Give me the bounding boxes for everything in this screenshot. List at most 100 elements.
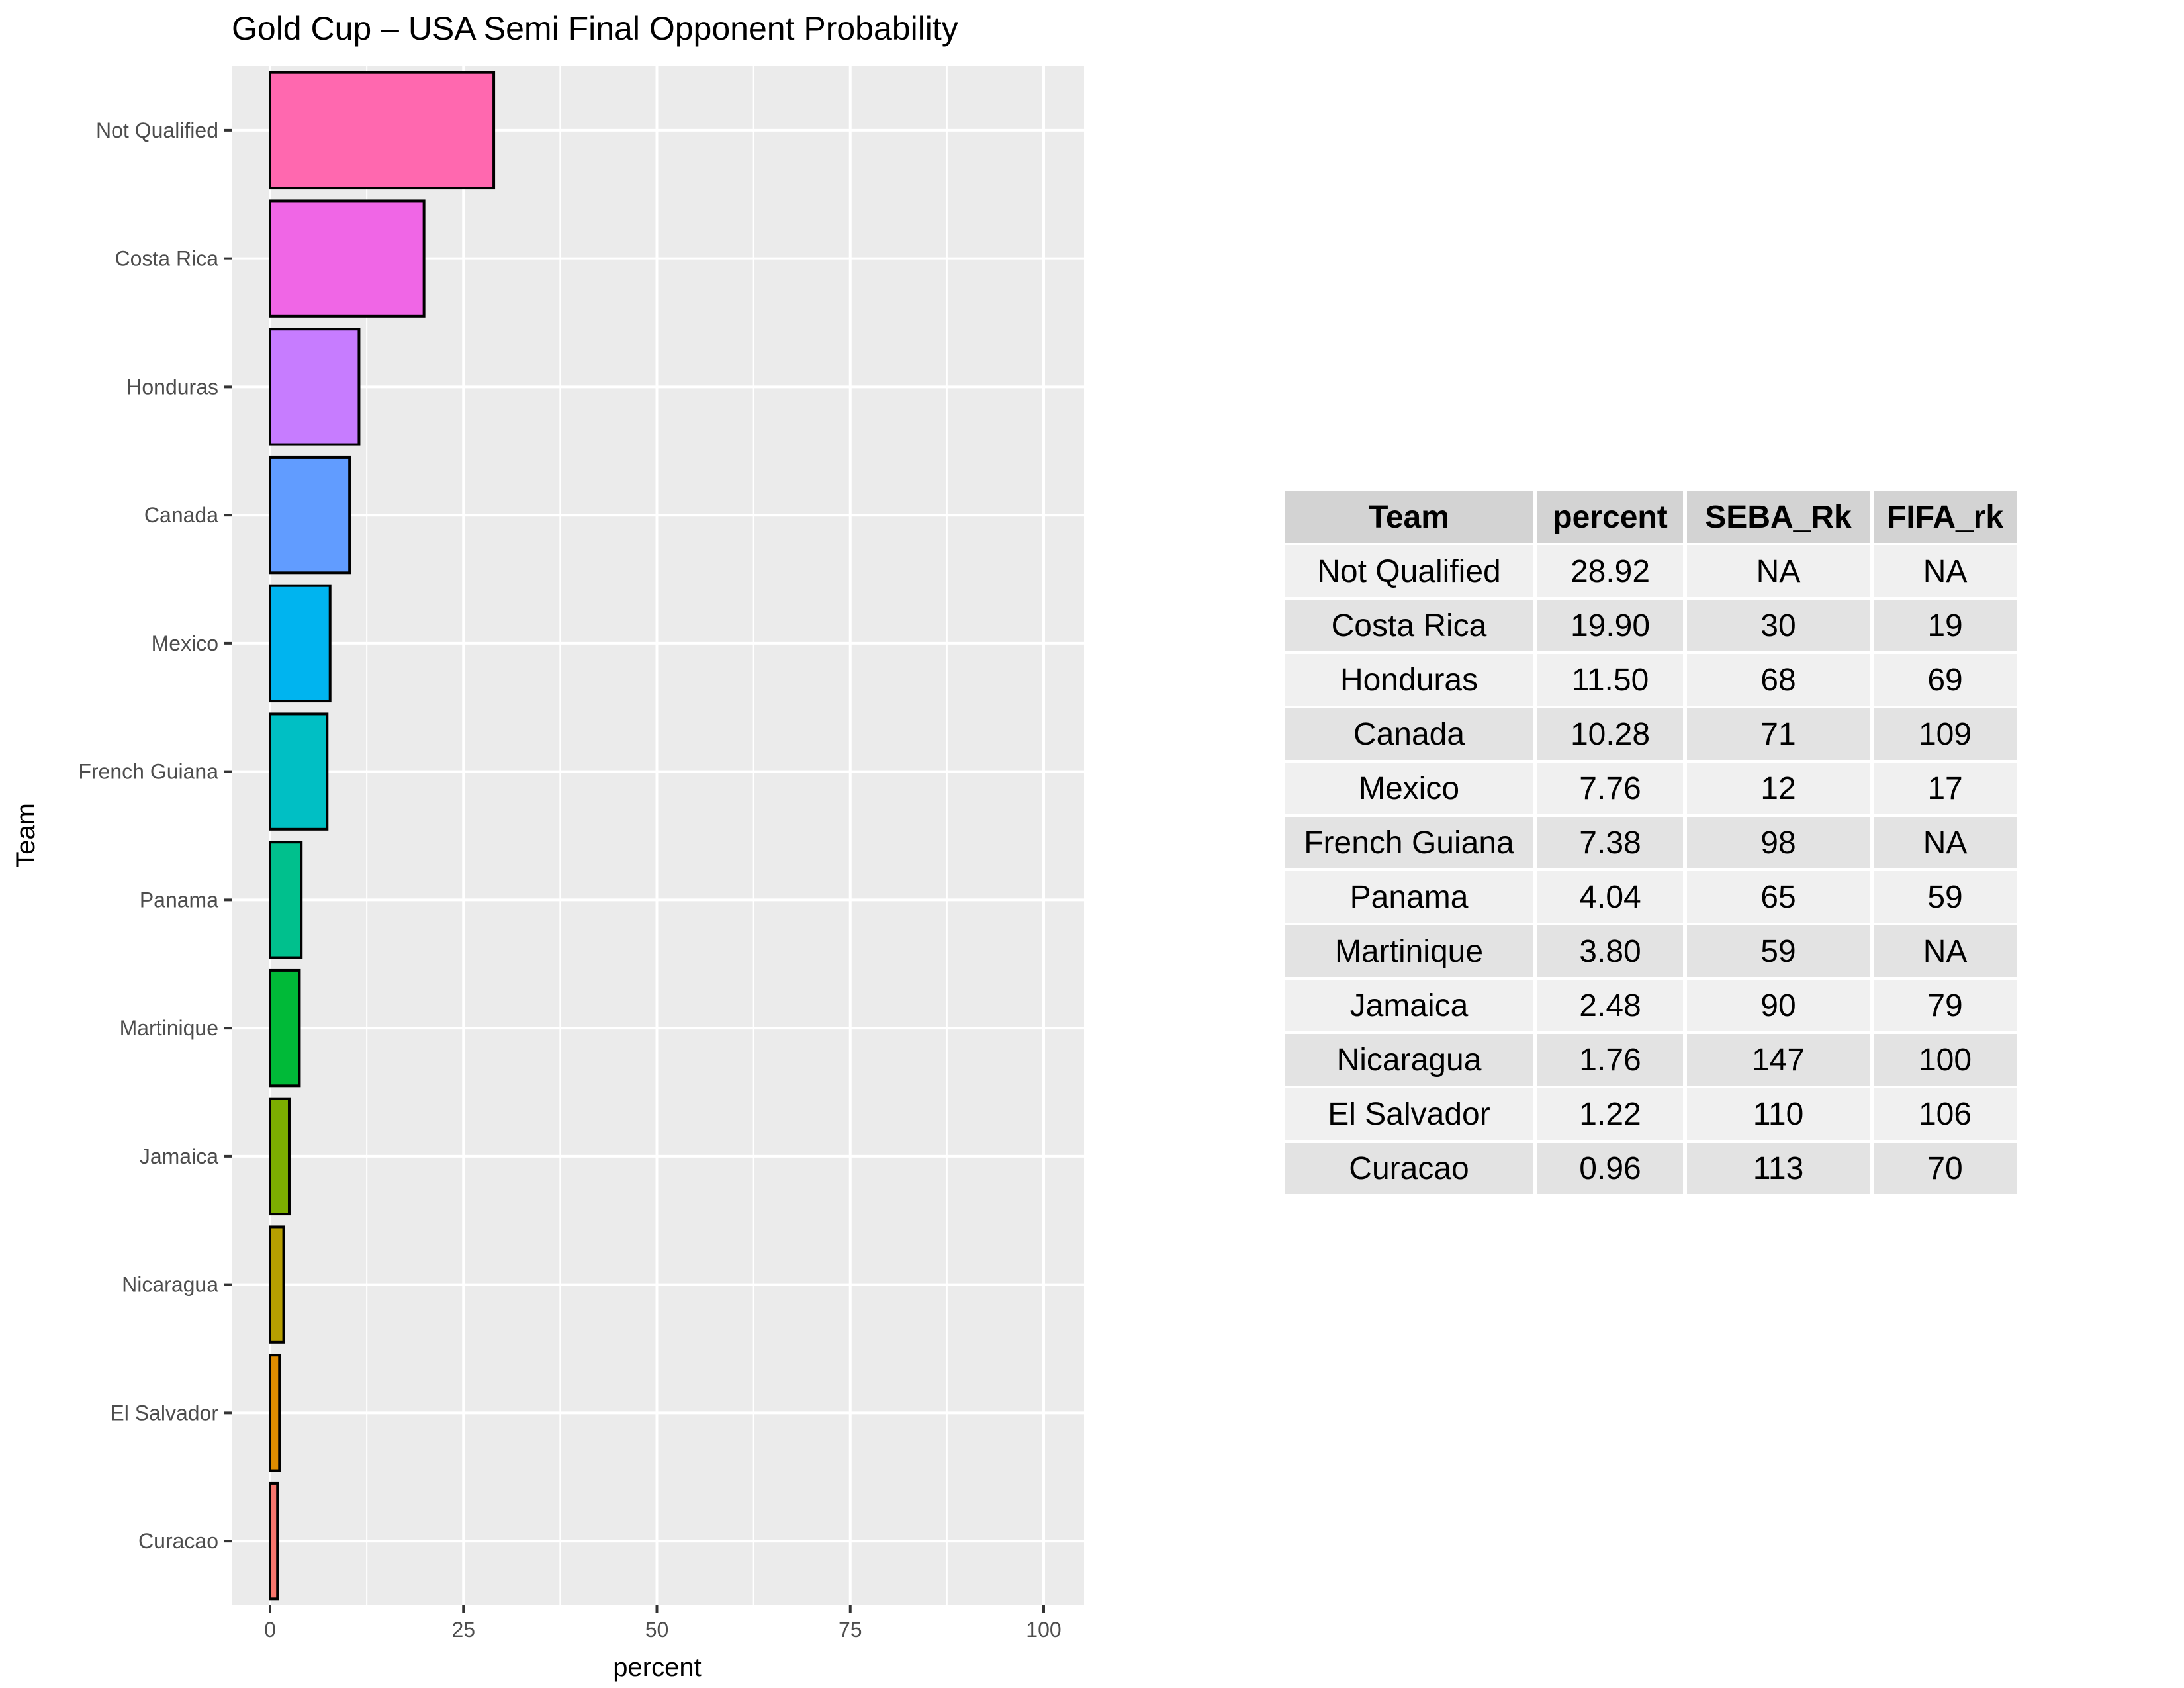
table-cell-fifa-rk: 70 [1874,1143,2017,1194]
y-tick-label: Mexico [152,632,218,655]
bar-mexico [269,584,332,703]
table-cell-fifa-rk: 79 [1874,980,2017,1031]
bar-curacao [269,1481,279,1601]
table-cell-percent: 3.80 [1537,925,1683,977]
y-tick-label: Honduras [126,375,218,399]
bar-honduras [269,328,361,446]
table-row: Martinique 3.80 59 NA [1285,925,2017,977]
table-row: Panama 4.04 65 59 [1285,871,2017,923]
table-row: El Salvador 1.22 110 106 [1285,1088,2017,1140]
bar-jamaica [269,1097,291,1216]
y-tick-label: Martinique [120,1016,218,1040]
table-cell-fifa-rk: NA [1874,925,2017,977]
bar-martinique [269,968,301,1088]
table-row: Canada 10.28 71 109 [1285,708,2017,760]
x-tick-label: 0 [264,1618,276,1642]
bar-nicaragua [269,1225,285,1344]
table-cell-fifa-rk: 69 [1874,654,2017,706]
x-tick-label: 50 [645,1618,669,1642]
table-cell-seba-rk: 30 [1687,600,1870,651]
table-cell-seba-rk: 68 [1687,654,1870,706]
table-cell-percent: 1.22 [1537,1088,1683,1140]
bar-costa-rica [269,199,426,318]
table-cell-team: Costa Rica [1285,600,1533,651]
table-row: Nicaragua 1.76 147 100 [1285,1034,2017,1086]
table-cell-fifa-rk: NA [1874,545,2017,597]
x-axis-title: percent [613,1653,701,1682]
table-row: Mexico 7.76 12 17 [1285,763,2017,814]
table-cell-fifa-rk: 19 [1874,600,2017,651]
table-cell-percent: 2.48 [1537,980,1683,1031]
table-header-seba-rk: SEBA_Rk [1687,491,1870,543]
y-tick-label: Costa Rica [115,247,219,271]
y-tick-label: Nicaragua [122,1273,218,1297]
table-row: French Guiana 7.38 98 NA [1285,817,2017,868]
x-tick-label: 75 [839,1618,862,1642]
x-tick-label: 25 [451,1618,475,1642]
table-cell-fifa-rk: NA [1874,817,2017,868]
table-cell-fifa-rk: 59 [1874,871,2017,923]
bar-panama [269,841,303,959]
table-header-fifa-rk: FIFA_rk [1874,491,2017,543]
table-header-row: Team percent SEBA_Rk FIFA_rk [1285,491,2017,543]
table-cell-team: Canada [1285,708,1533,760]
table-row: Honduras 11.50 68 69 [1285,654,2017,706]
y-tick-label: Panama [140,888,218,912]
table-cell-percent: 0.96 [1537,1143,1683,1194]
table-cell-seba-rk: NA [1687,545,1870,597]
bar-french-guiana [269,712,329,831]
table-cell-team: El Salvador [1285,1088,1533,1140]
table-cell-percent: 7.76 [1537,763,1683,814]
table-cell-seba-rk: 59 [1687,925,1870,977]
table-cell-team: Not Qualified [1285,545,1533,597]
grid-lines [232,66,1084,1605]
bar-canada [269,455,351,575]
table-cell-seba-rk: 110 [1687,1088,1870,1140]
table-cell-team: French Guiana [1285,817,1533,868]
table-cell-seba-rk: 90 [1687,980,1870,1031]
y-tick-label: French Guiana [78,760,218,784]
table-row: Not Qualified 28.92 NA NA [1285,545,2017,597]
table-cell-fifa-rk: 109 [1874,708,2017,760]
table-row: Jamaica 2.48 90 79 [1285,980,2017,1031]
table-cell-percent: 28.92 [1537,545,1683,597]
table-cell-percent: 11.50 [1537,654,1683,706]
table-row: Costa Rica 19.90 30 19 [1285,600,2017,651]
table-cell-percent: 19.90 [1537,600,1683,651]
table-cell-team: Mexico [1285,763,1533,814]
table-cell-percent: 10.28 [1537,708,1683,760]
table-cell-seba-rk: 147 [1687,1034,1870,1086]
y-tick-label: Not Qualified [96,118,218,142]
table-cell-team: Martinique [1285,925,1533,977]
table-body: Not Qualified 28.92 NA NA Costa Rica 19.90 30 1… [1285,545,2017,1194]
chart-title: Gold Cup – USA Semi Final Opponent Proba… [232,10,958,47]
table-cell-fifa-rk: 17 [1874,763,2017,814]
bar-not-qualified [269,71,496,190]
table-cell-fifa-rk: 106 [1874,1088,2017,1140]
y-axis-title: Team [11,803,40,868]
y-tick-label: Curacao [138,1529,218,1553]
table-cell-seba-rk: 12 [1687,763,1870,814]
table-row: Curacao 0.96 113 70 [1285,1143,2017,1194]
table-cell-team: Curacao [1285,1143,1533,1194]
table-cell-percent: 4.04 [1537,871,1683,923]
bars [269,71,496,1601]
bar-el-salvador [269,1354,281,1472]
table-header-percent: percent [1537,491,1683,543]
x-tick-label: 100 [1026,1618,1061,1642]
table-cell-seba-rk: 113 [1687,1143,1870,1194]
table-cell-team: Panama [1285,871,1533,923]
y-tick-label: Canada [144,503,218,527]
y-tick-label: Jamaica [140,1145,218,1168]
axes: Not Qualified Costa Rica Honduras Canada Mex… [78,118,1061,1642]
table-cell-team: Jamaica [1285,980,1533,1031]
table-cell-seba-rk: 65 [1687,871,1870,923]
table-cell-percent: 1.76 [1537,1034,1683,1086]
table-cell-team: Nicaragua [1285,1034,1533,1086]
y-tick-label: El Salvador [110,1401,218,1425]
data-table: Team percent SEBA_Rk FIFA_rk Not Qualifi… [1281,489,2021,1197]
table-header-team: Team [1285,491,1533,543]
table-cell-seba-rk: 98 [1687,817,1870,868]
table-cell-fifa-rk: 100 [1874,1034,2017,1086]
